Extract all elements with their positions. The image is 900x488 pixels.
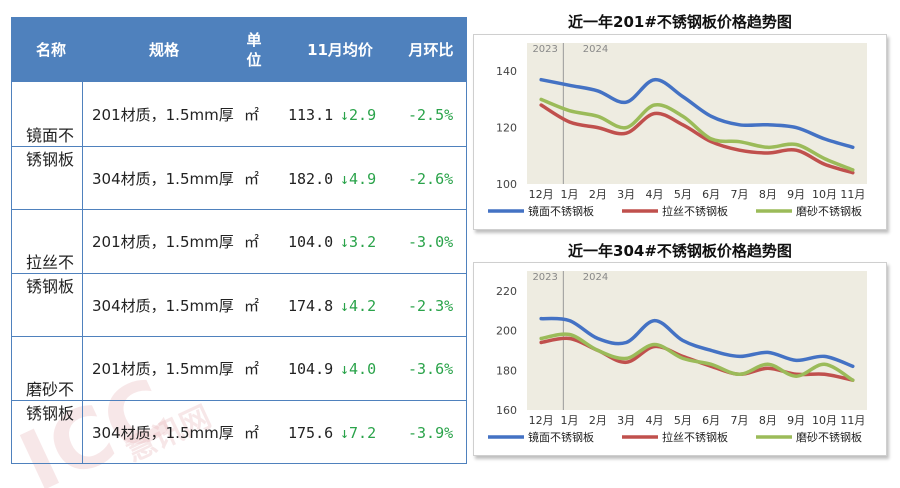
x-tick-label: 8月	[759, 414, 777, 427]
x-tick-label: 7月	[731, 188, 749, 201]
row-price: 175.6	[288, 424, 334, 442]
row-price: 104.9	[288, 360, 334, 378]
x-tick-label: 11月	[840, 414, 865, 427]
x-tick-label: 10月	[812, 414, 837, 427]
row-spec: 201材质，1.5mm厚	[92, 233, 234, 251]
x-tick-label: 2月	[589, 188, 607, 201]
row-spec: 201材质，1.5mm厚	[92, 106, 234, 124]
series-line	[539, 77, 855, 150]
row-spec: 304材质，1.5mm厚	[92, 297, 234, 315]
series-line	[539, 103, 855, 175]
row-mom: -3.6%	[408, 360, 454, 378]
header-spec: 规格	[148, 41, 179, 59]
x-tick-label: 9月	[787, 188, 805, 201]
x-tick-label: 1月	[561, 414, 579, 427]
x-tick-label: 1月	[561, 188, 579, 201]
x-tick-label: 11月	[840, 188, 865, 201]
x-tick-label: 3月	[617, 414, 635, 427]
y-tick-label: 180	[496, 364, 517, 377]
year-mark: 2023	[532, 272, 557, 283]
row-change: ↓7.2	[340, 424, 377, 442]
price-table: 名称 规格 单 位 11月均价 月环比 镜面不 锈钢板 201材质，1.5mm厚…	[11, 17, 467, 464]
x-tick-label: 6月	[702, 188, 720, 201]
y-tick-label: 160	[496, 404, 517, 417]
chart-panel-201: 2023 2024 100 120 140 12月 1月 2月 3月 4月 5月 6月 7月 8月 9月 10…	[473, 34, 887, 230]
header-name: 名称	[35, 41, 66, 59]
x-tick-label: 7月	[731, 414, 749, 427]
row-change: ↓3.2	[340, 233, 377, 251]
legend-label: 磨砂不锈钢板	[796, 204, 862, 218]
row-mom: -2.6%	[408, 170, 454, 188]
x-tick-label: 4月	[646, 414, 664, 427]
x-tick-label: 5月	[674, 188, 692, 201]
series-line	[539, 332, 855, 382]
chart-201: 2023 2024 100 120 140 12月 1月 2月 3月 4月 5月 6月 7月 8月 9月 10…	[488, 43, 867, 218]
row-price: 104.0	[288, 233, 334, 251]
legend-label: 磨砂不锈钢板	[796, 430, 862, 444]
x-tick-label: 4月	[646, 188, 664, 201]
x-tick-label: 12月	[529, 414, 554, 427]
row-spec: 304材质，1.5mm厚	[92, 424, 234, 442]
chart-panel-304: 2023 2024 160 180 200 220 12月 1月 2月 3月 4月 5月 6月 7月 8月 9…	[473, 262, 887, 456]
y-tick-label: 100	[496, 178, 517, 191]
row-mom: -3.0%	[408, 233, 454, 251]
group-name: 镜面不 锈钢板	[26, 126, 75, 169]
y-tick-label: 140	[496, 65, 517, 78]
header-price: 11月均价	[307, 41, 373, 59]
group-name: 拉丝不 锈钢板	[26, 253, 75, 296]
row-unit: ㎡	[244, 233, 260, 251]
x-tick-label: 3月	[617, 188, 635, 201]
series-line	[539, 97, 855, 172]
year-mark: 2024	[583, 272, 608, 283]
row-price: 182.0	[288, 170, 334, 188]
row-change: ↓4.0	[340, 360, 377, 378]
x-tick-label: 8月	[759, 188, 777, 201]
x-tick-label: 6月	[702, 414, 720, 427]
x-tick-label: 9月	[787, 414, 805, 427]
row-unit: ㎡	[244, 170, 260, 188]
chart-title-201: 近一年201#不锈钢板价格趋势图	[568, 13, 792, 31]
row-spec: 201材质，1.5mm厚	[92, 360, 234, 378]
x-tick-label: 5月	[674, 414, 692, 427]
y-tick-label: 200	[496, 325, 517, 338]
legend-label: 镜面不锈钢板	[528, 204, 594, 218]
x-tick-label: 12月	[529, 188, 554, 201]
table-header: 名称 规格 单 位 11月均价 月环比	[12, 18, 466, 82]
row-mom: -3.9%	[408, 424, 454, 442]
row-change: ↓2.9	[340, 106, 377, 124]
row-price: 113.1	[288, 106, 334, 124]
row-unit: ㎡	[244, 424, 260, 442]
header-mom: 月环比	[408, 41, 454, 59]
row-unit: ㎡	[244, 106, 260, 124]
row-change: ↓4.9	[340, 170, 377, 188]
year-mark: 2024	[583, 44, 608, 55]
group-name: 磨砂不 锈钢板	[26, 380, 75, 423]
header-unit: 单 位	[246, 31, 262, 69]
chart-title-304: 近一年304#不锈钢板价格趋势图	[568, 242, 792, 260]
row-mom: -2.3%	[408, 297, 454, 315]
row-mom: -2.5%	[408, 106, 454, 124]
y-tick-label: 220	[496, 285, 517, 298]
legend-label: 镜面不锈钢板	[528, 430, 594, 444]
row-unit: ㎡	[244, 297, 260, 315]
row-spec: 304材质，1.5mm厚	[92, 170, 234, 188]
series-line	[539, 316, 855, 369]
legend-label: 拉丝不锈钢板	[662, 204, 728, 218]
row-price: 174.8	[288, 297, 334, 315]
row-unit: ㎡	[244, 360, 260, 378]
year-mark: 2023	[532, 44, 557, 55]
y-tick-label: 120	[496, 122, 517, 135]
row-change: ↓4.2	[340, 297, 377, 315]
x-tick-label: 10月	[812, 188, 837, 201]
chart-304: 2023 2024 160 180 200 220 12月 1月 2月 3月 4月 5月 6月 7月 8月 9…	[488, 271, 867, 444]
legend-label: 拉丝不锈钢板	[662, 430, 728, 444]
x-tick-label: 2月	[589, 414, 607, 427]
